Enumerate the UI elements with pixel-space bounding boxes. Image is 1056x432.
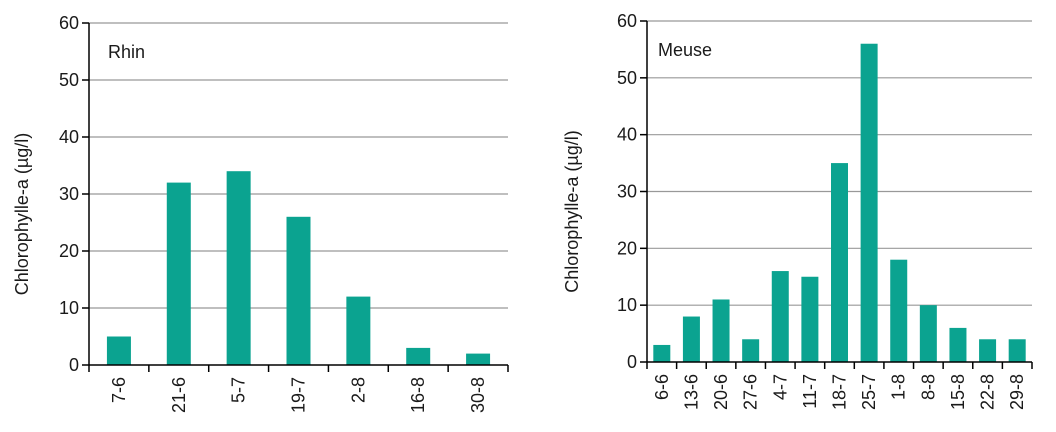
bar-25-7: [860, 43, 878, 362]
bar-1-8: [890, 259, 908, 362]
bar-2-8: [346, 296, 371, 365]
chart-rhin: 0 10 20 30 40 50 60 7-6 21-6 5-7 19-7 2-8 16-8 30-8 Ch…: [12, 13, 509, 413]
chart-meuse: 0 10 20 30 40 50 60 6-6 13-6 20-6 27-6 4-7 11-7 18-7 2…: [562, 11, 1033, 410]
chart-title: Meuse: [658, 40, 712, 60]
x-tick-label: 13-6: [681, 374, 701, 410]
bar-4-7: [771, 271, 789, 362]
bar-20-6: [712, 299, 730, 362]
bar-13-6: [682, 316, 700, 362]
x-tick-label: 16-8: [408, 377, 428, 413]
x-tick-label: 7-6: [109, 377, 129, 403]
bar-18-7: [831, 163, 848, 362]
bar-22-8: [979, 339, 997, 362]
bar-5-7: [226, 171, 251, 365]
bar-19-7: [286, 216, 311, 365]
chart-title: Rhin: [108, 42, 145, 62]
x-tick-label: 25-7: [859, 374, 879, 410]
bar-6-6: [653, 344, 671, 362]
y-tick-label: 0: [69, 355, 79, 375]
y-tick-label: 60: [617, 11, 637, 31]
bar-8-8: [919, 305, 937, 362]
y-tick-label: 10: [617, 295, 637, 315]
y-tick-label: 0: [627, 352, 637, 372]
y-axis-label: Chlorophylle-a (µg/l): [12, 133, 32, 295]
bar-15-8: [949, 327, 967, 362]
x-tick-label: 2-8: [348, 377, 368, 403]
bar-30-8: [466, 353, 491, 365]
bar-7-6: [106, 336, 131, 365]
y-tick-label: 20: [617, 238, 637, 258]
bar-29-8: [1008, 339, 1026, 362]
y-axis-label: Chlorophylle-a (µg/l): [562, 130, 582, 292]
y-tick-label: 40: [617, 125, 637, 145]
x-tick-label: 1-8: [889, 374, 909, 400]
x-tick-label: 19-7: [289, 377, 309, 413]
x-tick-label: 5-7: [229, 377, 249, 403]
x-tick-label: 8-8: [918, 374, 938, 400]
x-tick-label: 22-8: [978, 374, 998, 410]
x-tick-label: 29-8: [1007, 374, 1027, 410]
bar-21-6: [166, 182, 191, 365]
y-tick-label: 40: [59, 127, 79, 147]
bar-27-6: [742, 339, 760, 362]
y-tick-label: 50: [617, 68, 637, 88]
y-tick-label: 60: [59, 13, 79, 33]
y-tick-label: 10: [59, 298, 79, 318]
x-tick-label: 30-8: [468, 377, 488, 413]
x-tick-label: 21-6: [169, 377, 189, 413]
bar-16-8: [406, 347, 431, 365]
x-tick-label: 15-8: [948, 374, 968, 410]
x-tick-label: 11-7: [800, 374, 820, 409]
y-tick-label: 30: [617, 182, 637, 202]
x-tick-label: 20-6: [711, 374, 731, 410]
y-tick-label: 20: [59, 241, 79, 261]
bar-11-7: [801, 276, 819, 362]
x-tick-label: 27-6: [741, 374, 761, 410]
x-tick-label: 6-6: [652, 374, 672, 400]
x-tick-label: 18-7: [830, 374, 850, 410]
y-tick-label: 50: [59, 70, 79, 90]
x-tick-label: 4-7: [770, 374, 790, 400]
y-tick-label: 30: [59, 184, 79, 204]
